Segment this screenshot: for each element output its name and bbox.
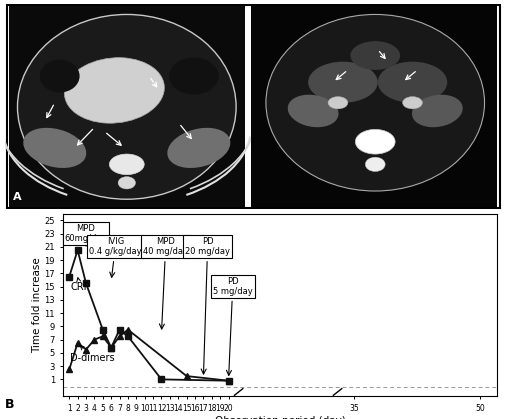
Text: MPD
40 mg/day: MPD 40 mg/day [143,237,188,329]
X-axis label: Observation period (day): Observation period (day) [215,416,345,419]
Ellipse shape [266,15,485,191]
FancyBboxPatch shape [7,5,500,209]
Ellipse shape [412,95,463,127]
Ellipse shape [110,154,144,175]
Ellipse shape [328,97,348,109]
Text: IVIG
0.4 g/kg/day: IVIG 0.4 g/kg/day [89,237,141,277]
Ellipse shape [118,177,135,189]
Ellipse shape [308,62,378,103]
Text: PD
20 mg/day: PD 20 mg/day [185,237,230,374]
Ellipse shape [64,58,164,123]
Text: B: B [5,398,15,411]
Ellipse shape [169,57,219,95]
Ellipse shape [403,97,422,109]
FancyBboxPatch shape [251,6,497,207]
Ellipse shape [287,95,339,127]
Y-axis label: Time fold increase: Time fold increase [31,257,42,353]
FancyBboxPatch shape [9,6,245,207]
Text: A: A [13,192,21,202]
Ellipse shape [365,157,385,171]
Ellipse shape [350,41,400,70]
Text: D-dimers: D-dimers [70,346,115,363]
Ellipse shape [40,59,80,93]
Text: PD
5 mg/day: PD 5 mg/day [213,277,252,375]
Ellipse shape [378,62,447,103]
Text: CRP: CRP [70,278,90,292]
Ellipse shape [23,128,86,168]
Text: MPD
60mg/day: MPD 60mg/day [65,224,107,246]
Ellipse shape [355,129,395,154]
Ellipse shape [167,128,230,168]
Ellipse shape [17,15,236,199]
